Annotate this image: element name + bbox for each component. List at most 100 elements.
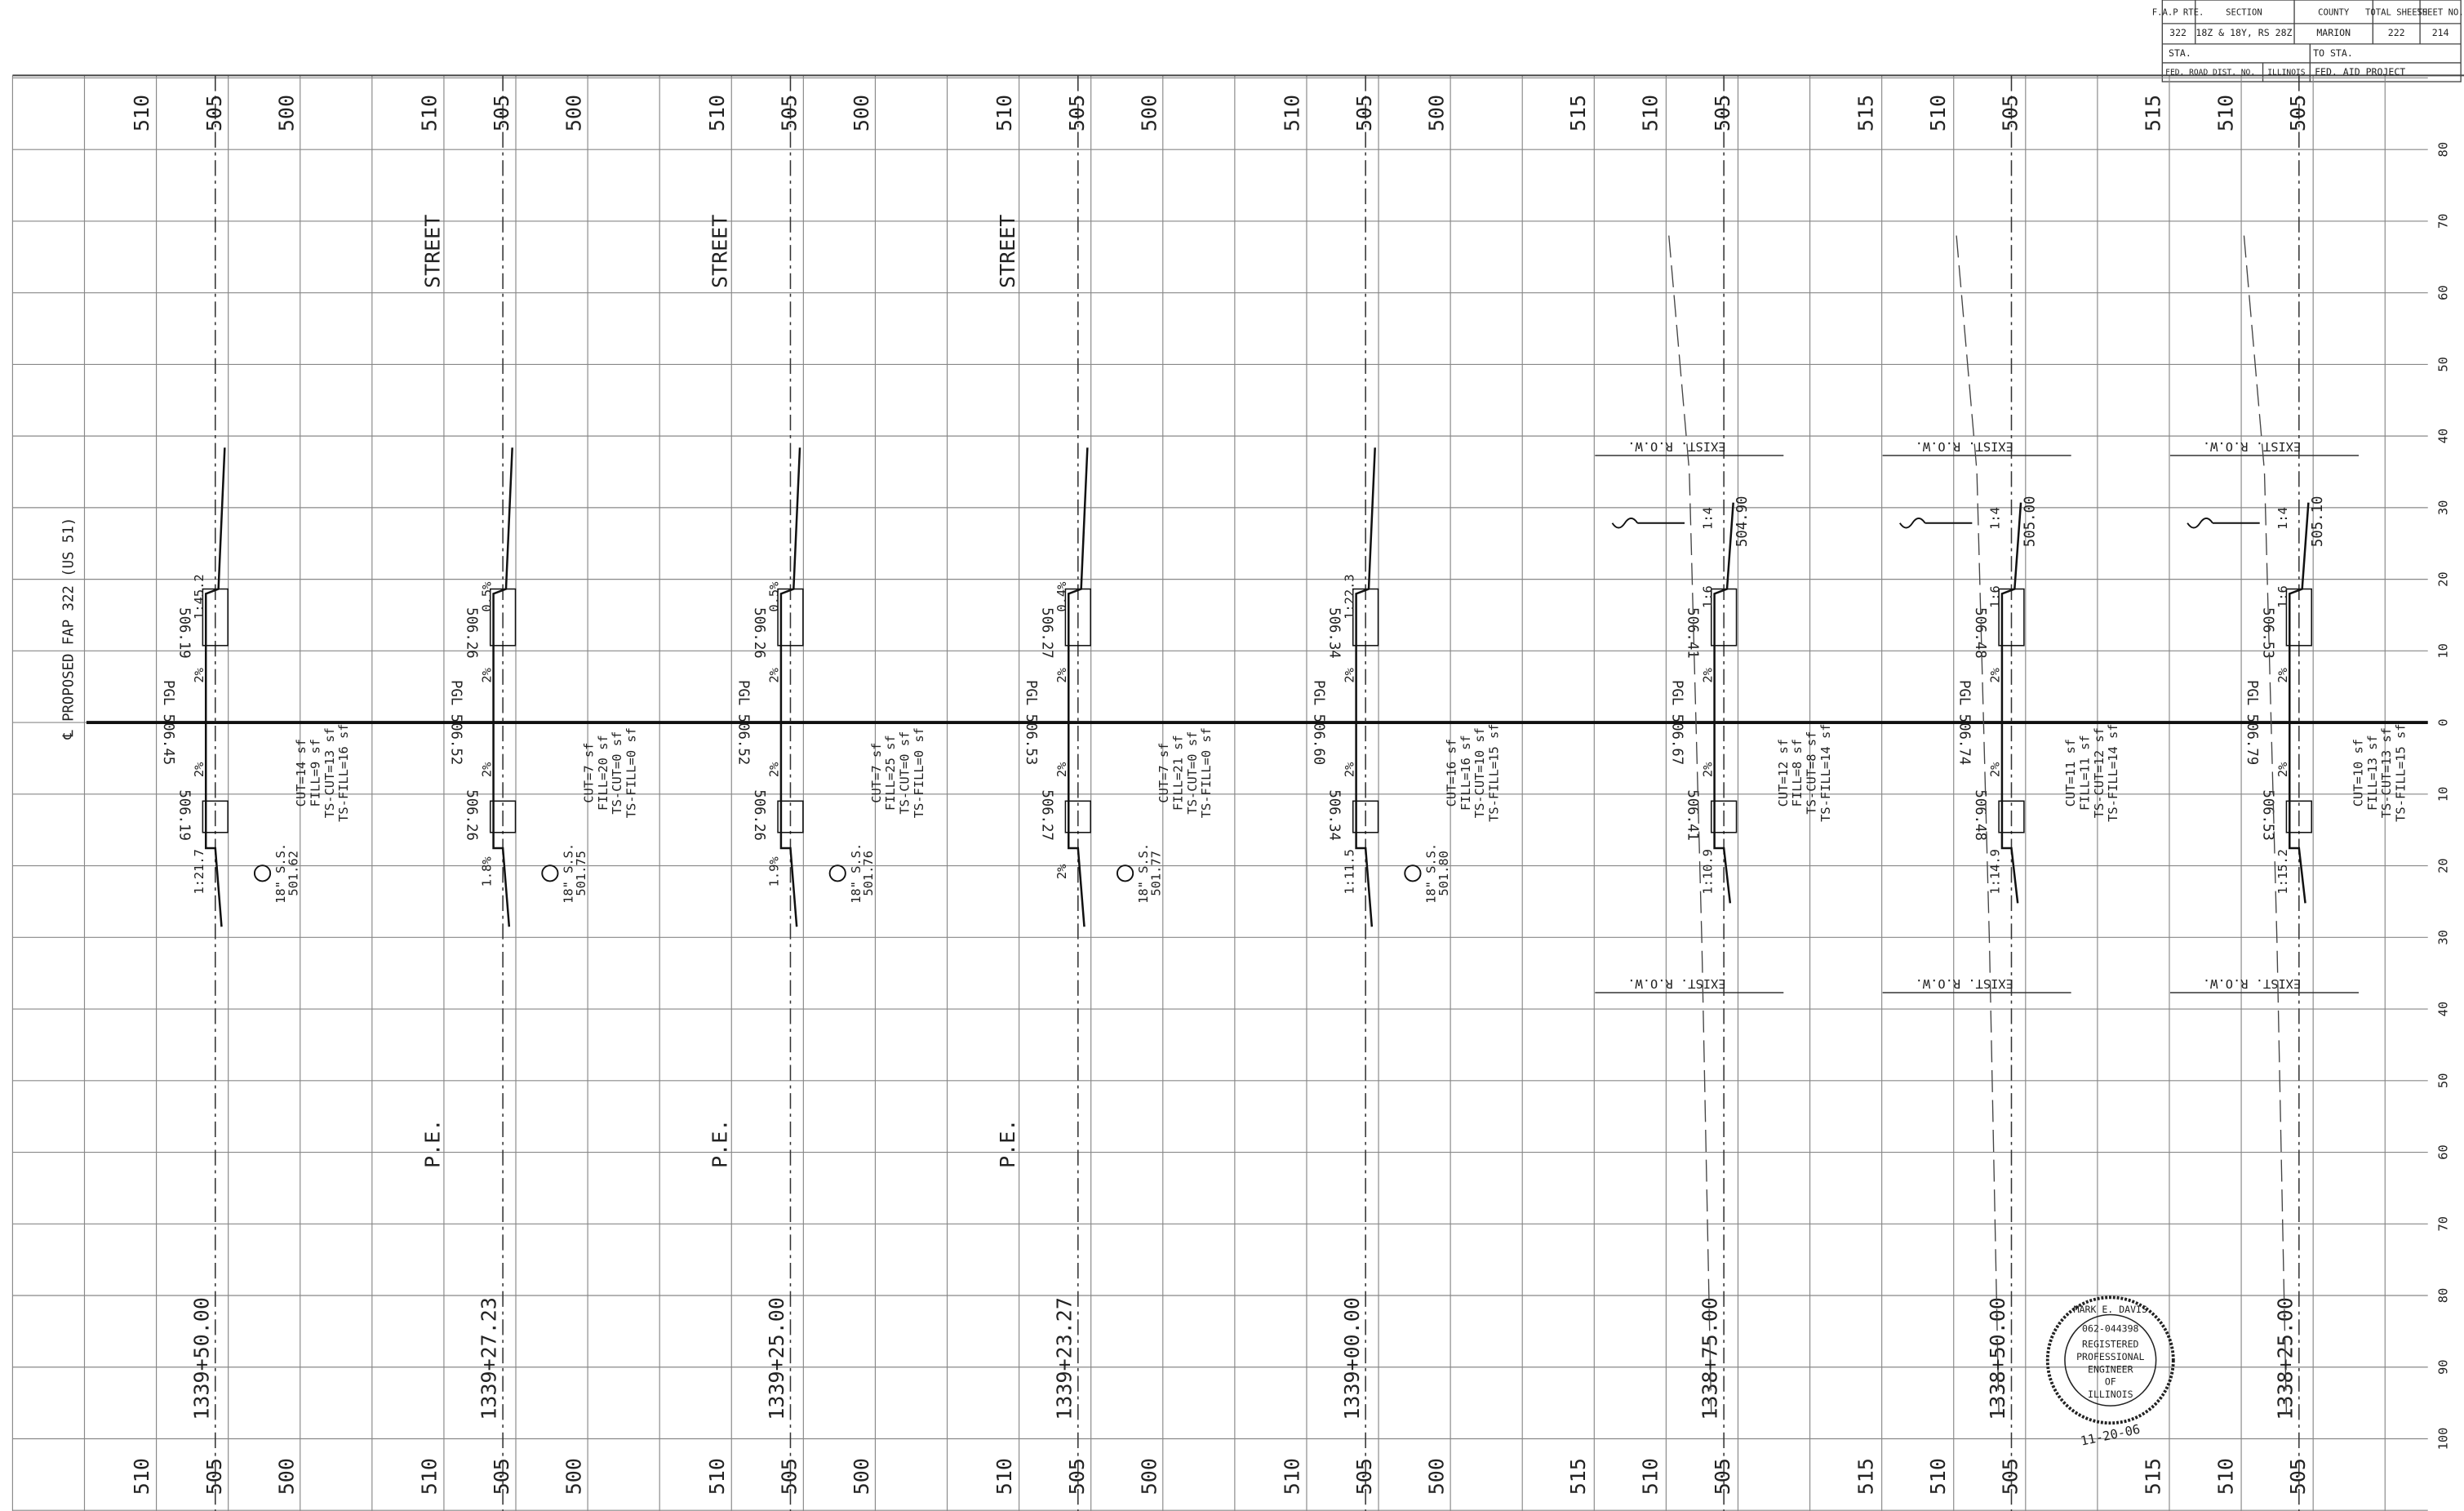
curb-lower — [2285, 800, 2313, 833]
elevation-label-bottom: 510 — [418, 1458, 442, 1495]
slope-label: 1:4 — [1988, 507, 2003, 530]
elevation-label-top: 510 — [418, 95, 442, 131]
curb-upper — [777, 588, 804, 647]
offset-label: 30 — [2435, 930, 2450, 945]
elevation-label-top: 505 — [1065, 95, 1089, 131]
edge-elevation-upper: 506.48 — [1972, 607, 1988, 659]
elevation-label-top: 505 — [1711, 95, 1734, 131]
stamp-number: 062-044398 — [2082, 1322, 2139, 1334]
offset-label: 100 — [2435, 1428, 2450, 1451]
slope-label: 2% — [1342, 667, 1356, 682]
elevation-label-top: 510 — [992, 95, 1016, 131]
curb-lower — [202, 800, 229, 833]
offset-label: 20 — [2435, 571, 2450, 587]
elevation-label-bottom: 510 — [1281, 1458, 1304, 1495]
elevation-label-top: 510 — [130, 95, 153, 131]
culvert-symbol — [1404, 864, 1422, 882]
earthwork-quantity: TS-FILL=14 sf — [2106, 724, 2120, 822]
earthwork-quantity: FILL=20 sf — [596, 735, 610, 811]
elevation-label-bottom: 515 — [2142, 1458, 2165, 1495]
edge-elevation-lower: 506.26 — [464, 789, 480, 841]
row-label: EXIST. R.O.W. — [2203, 976, 2301, 991]
title-block-value: 18Z & 18Y, RS 28Z — [2195, 27, 2292, 38]
centerline-label: ℄ PROPOSED FAP 322 (US 51) — [61, 518, 78, 740]
offset-label: 50 — [2435, 1073, 2450, 1089]
station-label: 1339+23.27 — [1052, 1297, 1076, 1420]
earthwork-quantity: TS-FILL=15 sf — [2393, 724, 2408, 822]
elevation-label-bottom: 500 — [1137, 1458, 1161, 1495]
edge-elevation-lower: 506.27 — [1038, 789, 1054, 841]
slope-label: 2% — [1700, 762, 1715, 777]
flow-arrow — [1898, 518, 1973, 529]
slope-label: 1:4 — [2275, 507, 2290, 530]
curb-lower — [777, 800, 804, 833]
offset-label: 70 — [2435, 1216, 2450, 1232]
offset-label: 10 — [2435, 643, 2450, 659]
earthwork-quantity: TS-CUT=12 sf — [2092, 727, 2107, 818]
earthwork-quantity: TS-CUT=13 sf — [2379, 727, 2394, 818]
elevation-label-bottom: 510 — [705, 1458, 729, 1495]
slope-label: 2% — [479, 667, 494, 682]
culvert-label: 18" S.S. — [1424, 843, 1439, 904]
title-block-to-sta: TO STA. — [2313, 47, 2353, 59]
title-block-value: MARION — [2316, 27, 2351, 38]
slope-label: 1:45.2 — [192, 574, 206, 620]
pgl-label: PGL 506.53 — [1023, 680, 1039, 765]
curb-lower — [1998, 800, 2025, 833]
elevation-label-top: 505 — [202, 95, 226, 131]
edge-elevation-upper: 506.27 — [1038, 607, 1054, 659]
elevation-label-top: 505 — [490, 95, 513, 131]
elevation-label-bottom: 505 — [777, 1458, 801, 1495]
row-label: EXIST. R.O.W. — [1916, 439, 2013, 454]
title-block-dist: FED. ROAD DIST. NO. — [2165, 69, 2255, 78]
stamp-name: MARK E. DAVIS — [2074, 1304, 2147, 1315]
pgl-label: PGL 506.52 — [447, 680, 464, 765]
edge-elevation-lower: 506.34 — [1326, 789, 1343, 841]
offset-label: 60 — [2435, 285, 2450, 300]
earthwork-quantity: CUT=16 sf — [1445, 739, 1459, 807]
stamp-outer — [2045, 1295, 2175, 1425]
elevation-label-bottom: 505 — [1711, 1458, 1734, 1495]
cross-section-profile — [204, 447, 226, 927]
edge-elevation-upper: 506.26 — [464, 607, 480, 659]
pgl-label: PGL 506.45 — [160, 680, 176, 765]
culvert-label: 18" S.S. — [561, 843, 575, 904]
title-block-state: ILLINOIS — [2267, 69, 2306, 78]
slope-label: 1:22.3 — [1342, 574, 1356, 620]
culvert-label: 501.76 — [861, 851, 876, 896]
title-block-fed-aid: FED. AID PROJECT — [2315, 66, 2405, 78]
slope-label: 1:15.2 — [2275, 849, 2290, 895]
pe-label: P.E. — [420, 1119, 444, 1168]
earthwork-quantity: FILL=13 sf — [2365, 735, 2380, 811]
title-block-header: F.A.P RTE. — [2152, 7, 2204, 17]
earthwork-quantity: TS-FILL=15 sf — [1487, 724, 1502, 822]
edge-elevation-upper: 506.34 — [1326, 607, 1343, 659]
elevation-label-bottom: 505 — [202, 1458, 226, 1495]
edge-elevation-lower: 506.53 — [2259, 789, 2275, 841]
title-block — [2161, 0, 2462, 82]
elevation-label-bottom: 505 — [1065, 1458, 1089, 1495]
edge-elevation-upper: 506.26 — [751, 607, 767, 659]
stamp-inner — [2064, 1313, 2157, 1407]
curb-upper — [202, 588, 229, 647]
curb-upper — [2285, 588, 2313, 647]
slope-label: 2% — [1054, 864, 1069, 879]
title-block-header: TOTAL SHEETS — [2365, 7, 2427, 17]
elevation-label-top: 515 — [1854, 95, 1877, 131]
earthwork-quantity: FILL=25 sf — [883, 735, 898, 811]
elevation-label-top: 515 — [2142, 95, 2165, 131]
slope-label: 1:21.7 — [192, 849, 206, 895]
earthwork-quantity: TS-FILL=0 sf — [624, 727, 639, 818]
station-label: 1339+50.00 — [189, 1297, 213, 1420]
elevation-label-top: 500 — [274, 95, 298, 131]
cross-section-profile — [1713, 502, 1734, 904]
earthwork-quantity: TS-CUT=0 sf — [610, 731, 624, 815]
elevation-label-top: 505 — [2286, 95, 2310, 131]
culvert-symbol — [828, 864, 846, 882]
edge-elevation-upper: 506.53 — [2259, 607, 2275, 659]
elevation-label-top: 510 — [1926, 95, 1950, 131]
curb-upper — [1710, 588, 1738, 647]
earthwork-quantity: TS-CUT=13 sf — [322, 727, 337, 818]
existing-ground — [1956, 235, 2000, 1414]
